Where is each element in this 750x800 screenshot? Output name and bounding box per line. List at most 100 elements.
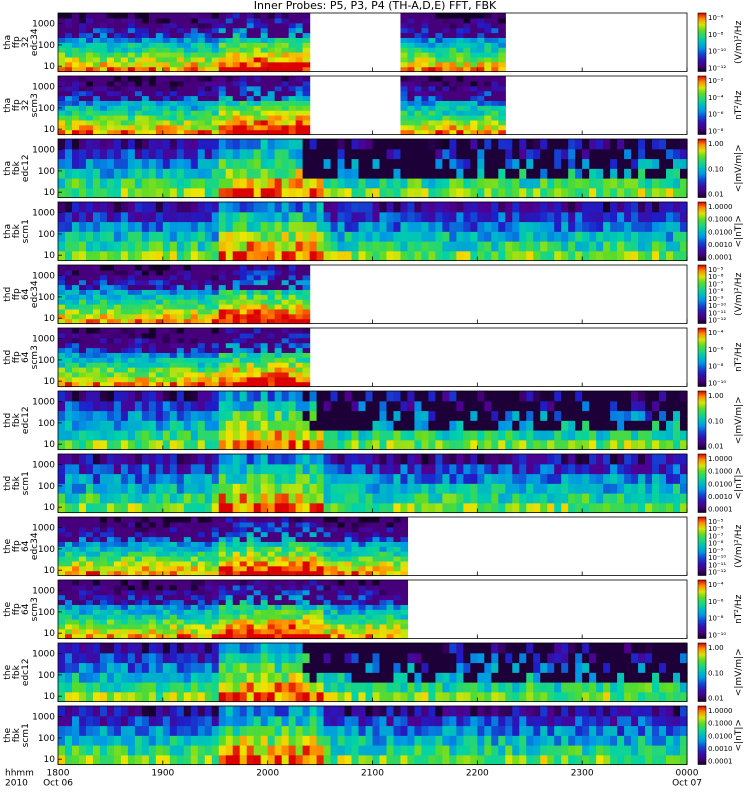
spectrogram-cell [309, 241, 318, 252]
spectrogram-cell [617, 454, 625, 465]
spectrogram-cell [400, 231, 409, 242]
spectrogram-cell [225, 391, 234, 402]
spectrogram-cell [659, 211, 667, 223]
spectrogram-cell [540, 430, 548, 441]
spectrogram-cell [176, 526, 185, 533]
spectrogram-cell [155, 187, 164, 199]
spectrogram-cell [652, 473, 660, 484]
spectrogram-cell [85, 61, 94, 68]
spectrogram-cell [64, 168, 73, 179]
spectrogram-cell [239, 521, 248, 528]
spectrogram-cell [239, 502, 248, 514]
spectrogram-cell [393, 241, 402, 252]
spectrogram-cell [155, 52, 164, 58]
spectrogram-cell [92, 332, 101, 339]
spectrogram-cell [372, 565, 381, 572]
spectrogram-cell [204, 400, 213, 412]
spectrogram-cell [134, 304, 143, 310]
spectrogram-cell [134, 502, 143, 514]
panel-label: thd [3, 287, 13, 302]
spectrogram-cell [288, 211, 297, 223]
spectrogram-cell [204, 202, 213, 213]
spectrogram-cell [204, 221, 213, 232]
spectrogram-cell [358, 148, 367, 160]
spectrogram-cell [120, 526, 129, 533]
spectrogram-cell [568, 168, 576, 179]
spectrogram-cell [274, 284, 283, 290]
spectrogram-cell [617, 211, 625, 223]
spectrogram-cell [680, 211, 688, 223]
spectrogram-cell [127, 13, 136, 19]
spectrogram-cell [288, 570, 297, 577]
spectrogram-cell [659, 493, 667, 504]
spectrogram-cell [442, 231, 450, 242]
spectrogram-cell [351, 231, 360, 242]
spectrogram-cell [253, 304, 262, 310]
spectrogram-cell [58, 13, 66, 19]
spectrogram-cell [99, 279, 108, 286]
spectrogram-cell [456, 168, 464, 179]
spectrogram-cell [603, 439, 611, 451]
spectrogram-cell [421, 493, 430, 504]
spectrogram-cell [190, 517, 199, 523]
spectrogram-cell [218, 570, 227, 577]
spectrogram-cell [85, 473, 94, 484]
spectrogram-cell [547, 202, 555, 213]
spectrogram-cell [358, 168, 367, 179]
spectrogram-cell [246, 352, 255, 358]
spectrogram-cell [239, 304, 248, 310]
spectrogram-cell [281, 241, 290, 252]
spectrogram-cell [470, 22, 478, 29]
spectrogram-cell [281, 337, 290, 344]
spectrogram-cell [505, 139, 513, 150]
spectrogram-cell [673, 493, 681, 504]
spectrogram-cell [575, 241, 583, 252]
spectrogram-cell [246, 299, 255, 305]
spectrogram-cell [400, 76, 409, 82]
spectrogram-cell [680, 400, 688, 412]
spectrogram-cell [253, 178, 262, 189]
spectrogram-cell [85, 367, 94, 373]
spectrogram-cell [351, 187, 360, 199]
spectrogram-cell [211, 362, 220, 368]
spectrogram-cell [71, 17, 80, 24]
spectrogram-cell [414, 187, 423, 199]
spectrogram-cell [78, 27, 87, 34]
spectrogram-cell [295, 265, 304, 271]
spectrogram-cell [58, 410, 66, 421]
spectrogram-cell [155, 502, 164, 514]
spectrogram-cell [386, 231, 395, 242]
spectrogram-cell [288, 13, 297, 19]
spectrogram-cell [463, 391, 471, 402]
spectrogram-cell [302, 274, 311, 281]
spectrogram-cell [428, 483, 436, 494]
spectrogram-cell [78, 391, 87, 402]
spectrogram-cell [498, 502, 506, 514]
spectrogram-cell [470, 56, 478, 63]
spectrogram-cell [491, 430, 499, 441]
spectrogram-cell [477, 76, 485, 82]
spectrogram-cell [162, 337, 171, 344]
spectrogram-cell [260, 342, 269, 349]
spectrogram-cell [260, 420, 269, 431]
spectrogram-cell [113, 241, 122, 252]
spectrogram-cell [106, 100, 115, 106]
spectrogram-cell [547, 410, 555, 421]
spectrogram-cell [456, 32, 464, 38]
spectrogram-cell [547, 454, 555, 465]
spectrogram-cell [442, 187, 450, 199]
spectrogram-cell [302, 279, 311, 286]
spectrogram-cell [596, 221, 604, 232]
spectrogram-cell [176, 279, 185, 286]
panel-label: fbk [12, 412, 22, 427]
spectrogram-cell [610, 178, 618, 189]
spectrogram-cell [645, 483, 653, 494]
spectrogram-cell [155, 42, 164, 48]
spectrogram-cell [253, 22, 262, 29]
spectrogram-cell [141, 100, 150, 106]
spectrogram-cell [547, 502, 555, 514]
spectrogram-cell [134, 90, 143, 97]
spectrogram-cell [141, 221, 150, 232]
spectrogram-cell [120, 148, 129, 160]
spectrogram-cell [477, 250, 485, 262]
